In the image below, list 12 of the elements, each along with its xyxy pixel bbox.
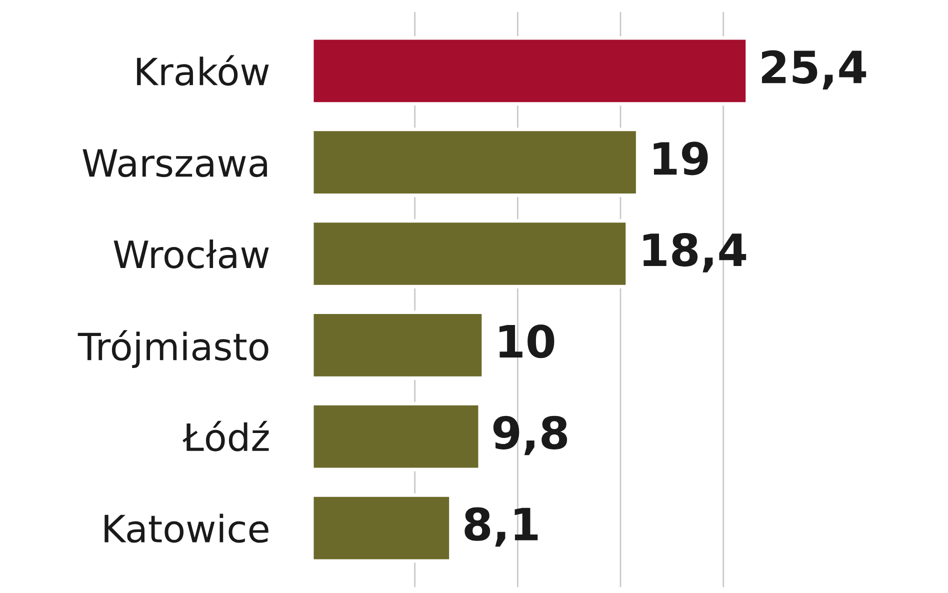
- y-tick-label: Kraków: [137, 55, 269, 86]
- data-label: 10: [500, 324, 554, 358]
- y-tick-label: Wrocław: [114, 240, 269, 269]
- data-label: 8,1: [464, 507, 538, 547]
- y-tick-label: Katowice: [104, 514, 268, 543]
- data-label: 25,4: [762, 50, 866, 90]
- y-tick-label: Łódź: [182, 420, 269, 452]
- y-tick-label: Warszawa: [82, 149, 267, 178]
- data-label: 19: [654, 142, 708, 176]
- data-label: 9,8: [493, 416, 568, 456]
- data-label: 18,4: [644, 233, 746, 272]
- y-tick-label: Trójmiasto: [78, 330, 268, 368]
